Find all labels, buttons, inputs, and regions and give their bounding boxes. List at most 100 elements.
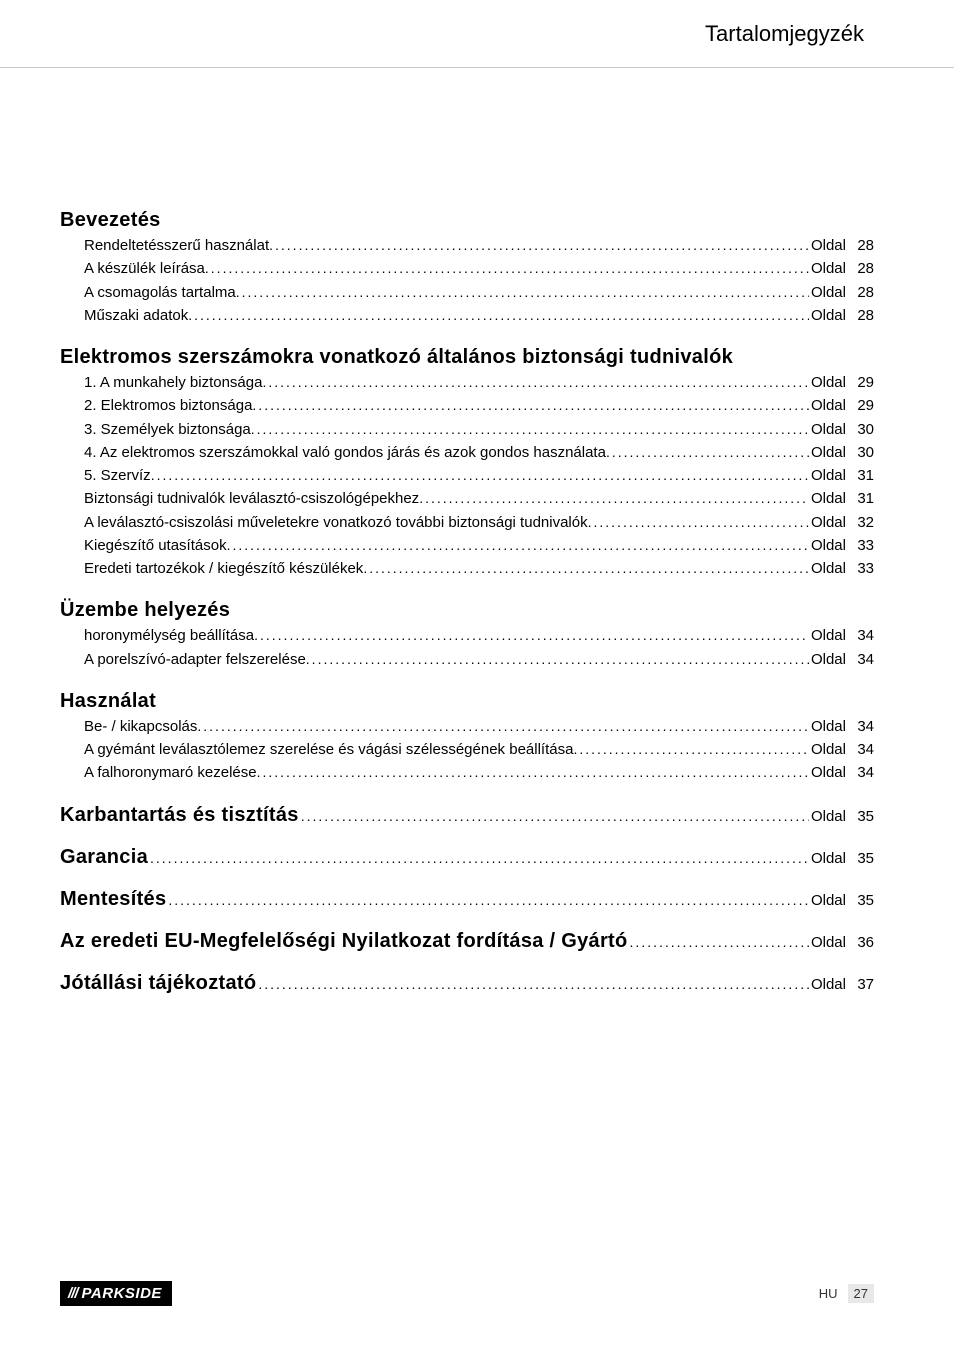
toc-entry-title: A porelszívó-adapter felszerelése [84,648,306,671]
toc-page-number: 30 [846,441,874,464]
toc-entry-title: A falhoronymaró kezelése [84,761,257,784]
footer-page-number: 27 [848,1284,874,1303]
toc-page-label: Oldal [809,281,846,304]
toc-heading-row: Jótállási tájékoztató Oldal37 [60,971,874,995]
toc-page-number: 33 [846,534,874,557]
toc-entry-title: Kiegészítő utasítások [84,534,227,557]
section-heading: Az eredeti EU-Megfelelőségi Nyilatkozat … [60,929,628,953]
toc-page-number: 37 [846,976,874,993]
toc-page-label: Oldal [809,850,846,867]
toc-leader [269,235,809,257]
toc-entry: A leválasztó-csiszolási műveletekre vona… [60,511,874,534]
toc-section: Az eredeti EU-Megfelelőségi Nyilatkozat … [60,929,874,953]
toc-page-number: 34 [846,624,874,647]
toc-page-label: Oldal [809,624,846,647]
toc-entry-title: Eredeti tartozékok / kiegészítő készülék… [84,557,363,580]
toc-leader [205,258,809,280]
toc-entry: horonymélység beállítása Oldal34 [60,624,874,647]
toc-page-number: 28 [846,234,874,257]
toc-page-number: 34 [846,738,874,761]
toc-leader [257,762,809,784]
toc-page-number: 28 [846,304,874,327]
toc-leader [628,934,809,950]
toc-entry: Rendeltetésszerű használatOldal28 [60,234,874,257]
toc-page-number: 35 [846,892,874,909]
toc-page-label: Oldal [809,976,846,993]
toc-page-label: Oldal [809,441,846,464]
toc-page-number: 29 [846,394,874,417]
toc-leader [227,535,809,557]
section-heading: Karbantartás és tisztítás [60,803,299,827]
page-header: Tartalomjegyzék [0,0,954,68]
toc-leader [197,716,809,738]
toc-page-label: Oldal [809,418,846,441]
toc-entry-title: Be- / kikapcsolás [84,715,197,738]
toc-entry: 3. Személyek biztonsága Oldal30 [60,418,874,441]
toc-heading-row: MentesítésOldal35 [60,887,874,911]
toc-entry: A gyémánt leválasztólemez szerelése és v… [60,738,874,761]
toc-entry: 5. SzervízOldal31 [60,464,874,487]
toc-entry: A falhoronymaró kezeléseOldal34 [60,761,874,784]
footer-language: HU [819,1286,838,1301]
toc-entry: Eredeti tartozékok / kiegészítő készülék… [60,557,874,580]
toc-page-label: Oldal [809,371,846,394]
toc-leader [262,372,809,394]
toc-section: HasználatBe- / kikapcsolás Oldal34A gyémá… [60,689,874,785]
toc-page-label: Oldal [809,394,846,417]
header-title: Tartalomjegyzék [705,21,864,47]
toc-leader [588,512,809,534]
toc-page-number: 33 [846,557,874,580]
toc-page-label: Oldal [809,557,846,580]
toc-page-label: Oldal [809,648,846,671]
toc-entry-title: A csomagolás tartalma [84,281,236,304]
toc-entry: 1. A munkahely biztonságaOldal29 [60,371,874,394]
toc-page-number: 28 [846,257,874,280]
toc-entry: Biztonsági tudnivalók leválasztó-csiszol… [60,487,874,510]
toc-entry-title: A leválasztó-csiszolási műveletekre vona… [84,511,588,534]
toc-entry-title: Biztonsági tudnivalók leválasztó-csiszol… [84,487,419,510]
section-heading: Üzembe helyezés [60,598,874,622]
toc-entry-title: 3. Személyek biztonsága [84,418,251,441]
toc-page-label: Oldal [809,511,846,534]
toc-page-label: Oldal [809,487,846,510]
toc-page-label: Oldal [809,234,846,257]
toc-page-label: Oldal [809,715,846,738]
toc-leader [251,419,809,441]
toc-leader [363,558,809,580]
toc-heading-row: Karbantartás és tisztításOldal35 [60,803,874,827]
toc-page-label: Oldal [809,304,846,327]
toc-leader [166,892,809,908]
toc-page-label: Oldal [809,257,846,280]
toc-heading-row: Az eredeti EU-Megfelelőségi Nyilatkozat … [60,929,874,953]
toc-page-label: Oldal [809,892,846,909]
toc-entry: A készülék leírása Oldal28 [60,257,874,280]
toc-page-label: Oldal [809,761,846,784]
toc-entry: 2. Elektromos biztonsága Oldal29 [60,394,874,417]
section-heading: Elektromos szerszámokra vonatkozó általá… [60,345,874,369]
toc-entry-title: 5. Szervíz [84,464,151,487]
toc-entry-title: 4. Az elektromos szerszámokkal való gond… [84,441,606,464]
toc-page-number: 36 [846,934,874,951]
toc-page-number: 32 [846,511,874,534]
toc-page-label: Oldal [809,534,846,557]
toc-entry: Műszaki adatokOldal28 [60,304,874,327]
toc-section: Karbantartás és tisztításOldal35 [60,803,874,827]
toc-section: Elektromos szerszámokra vonatkozó általá… [60,345,874,580]
section-heading: Garancia [60,845,148,869]
brand-text: PARKSIDE [82,1285,162,1302]
toc-page-label: Oldal [809,808,846,825]
section-heading: Jótállási tájékoztató [60,971,256,995]
section-heading: Használat [60,689,874,713]
toc-entry-title: 1. A munkahely biztonsága [84,371,262,394]
toc-entry-title: 2. Elektromos biztonsága [84,394,252,417]
toc-leader [252,395,809,417]
toc-entry-title: horonymélység beállítása [84,624,254,647]
toc-page-number: 34 [846,715,874,738]
toc-leader [299,808,809,824]
toc-page-number: 30 [846,418,874,441]
toc-page-number: 31 [846,464,874,487]
toc-entry: A csomagolás tartalmaOldal28 [60,281,874,304]
toc-entry-title: A készülék leírása [84,257,205,280]
toc-leader [254,625,809,647]
toc-leader [606,442,809,464]
